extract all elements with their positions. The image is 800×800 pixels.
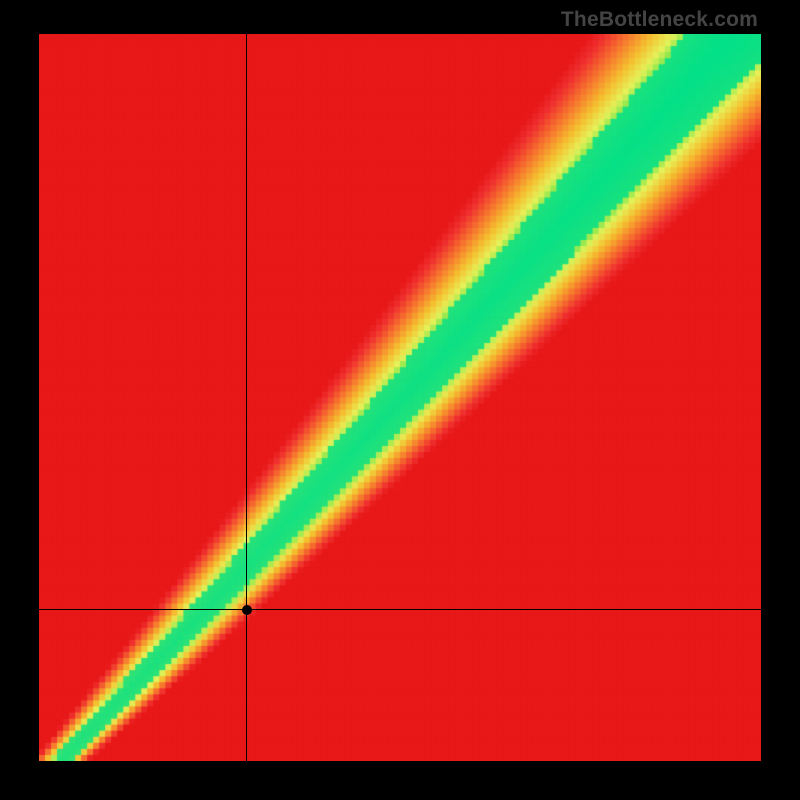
crosshair-marker xyxy=(242,605,252,615)
plot-area xyxy=(39,34,761,761)
crosshair-vertical xyxy=(246,34,247,761)
crosshair-horizontal xyxy=(39,609,761,610)
watermark-text: TheBottleneck.com xyxy=(561,8,758,32)
bottleneck-heatmap xyxy=(39,34,761,761)
